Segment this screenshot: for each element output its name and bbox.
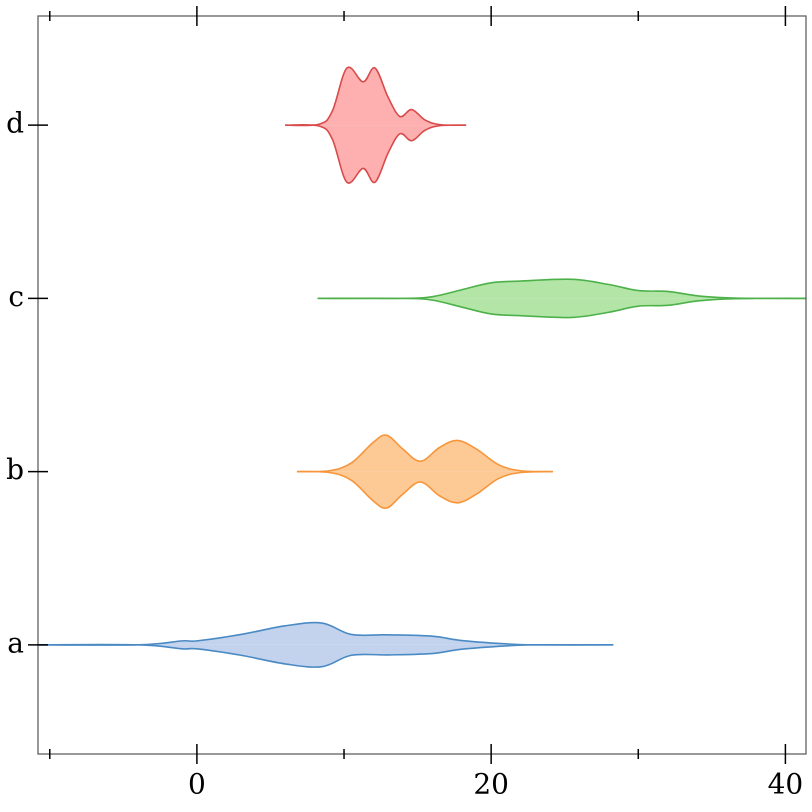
- violin-upper: [296, 435, 553, 472]
- violin-upper-outline: [38, 621, 614, 646]
- y-tick-label: c: [8, 280, 24, 313]
- violin-upper: [317, 279, 806, 299]
- violin-upper-outline: [285, 66, 467, 127]
- violin-lower: [317, 298, 806, 318]
- violin-lower: [296, 471, 553, 509]
- x-tick-label: 40: [768, 768, 804, 801]
- violin-lower: [285, 124, 467, 184]
- violin-lower: [38, 644, 614, 668]
- y-tick-label: a: [7, 626, 24, 659]
- violin-lower-outline: [285, 123, 467, 184]
- y-tick-label: b: [6, 453, 24, 486]
- axes-frame: [37, 15, 807, 755]
- plot-area: [38, 66, 806, 668]
- violin-lower-outline: [296, 470, 553, 510]
- y-tick-label: d: [6, 107, 24, 140]
- x-tick-label: 0: [188, 768, 206, 801]
- violin-lower-outline: [38, 643, 614, 668]
- violin-upper: [38, 622, 614, 646]
- violin-upper-outline: [317, 278, 806, 300]
- violin-upper-outline: [296, 434, 553, 473]
- violin-lower-outline: [317, 297, 806, 319]
- x-tick-label: 20: [473, 768, 509, 801]
- violin-upper: [285, 67, 467, 126]
